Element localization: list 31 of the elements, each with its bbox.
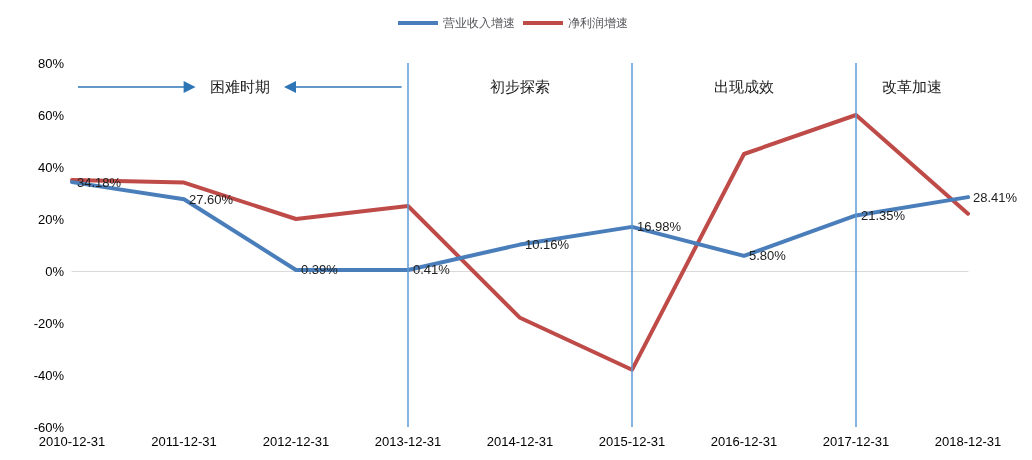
y-tick-label: 60%	[37, 107, 65, 123]
data-label: 10.16%	[525, 237, 570, 253]
line-series	[70, 180, 970, 272]
x-tick-label: 2015-12-31	[598, 434, 666, 449]
x-tick-label: 2013-12-31	[374, 434, 442, 449]
x-tick-label: 2017-12-31	[822, 434, 890, 449]
x-tick-label: 2012-12-31	[262, 434, 330, 449]
y-tick-label: 40%	[37, 159, 65, 175]
annotation: 初步探索	[490, 79, 550, 95]
y-tick-label: -60%	[33, 419, 65, 435]
data-label: 21.35%	[861, 207, 906, 223]
x-tick-label: 2018-12-31	[934, 434, 1002, 449]
y-tick-label: 80%	[37, 55, 65, 71]
x-tick-label: 2014-12-31	[486, 434, 554, 449]
legend-label: 净利润增速	[568, 16, 628, 30]
data-label: 16.98%	[637, 219, 682, 235]
annotation: 困难时期	[210, 79, 270, 95]
legend-label: 营业收入增速	[443, 16, 515, 30]
annotation: 改革加速	[882, 79, 942, 95]
y-tick-label: -20%	[33, 315, 65, 331]
line-series	[70, 113, 970, 372]
data-label: 0.41%	[413, 262, 451, 278]
y-tick-label: -40%	[33, 367, 65, 383]
x-tick-label: 2010-12-31	[38, 434, 106, 449]
y-tick-label: 0%	[45, 263, 65, 279]
annotation: 出现成效	[714, 79, 774, 95]
x-tick-label: 2016-12-31	[710, 434, 778, 449]
x-tick-label: 2011-12-31	[151, 434, 217, 449]
y-tick-label: 20%	[37, 211, 65, 227]
data-label: 28.41%	[973, 189, 1018, 205]
data-label: 5.80%	[749, 248, 787, 264]
